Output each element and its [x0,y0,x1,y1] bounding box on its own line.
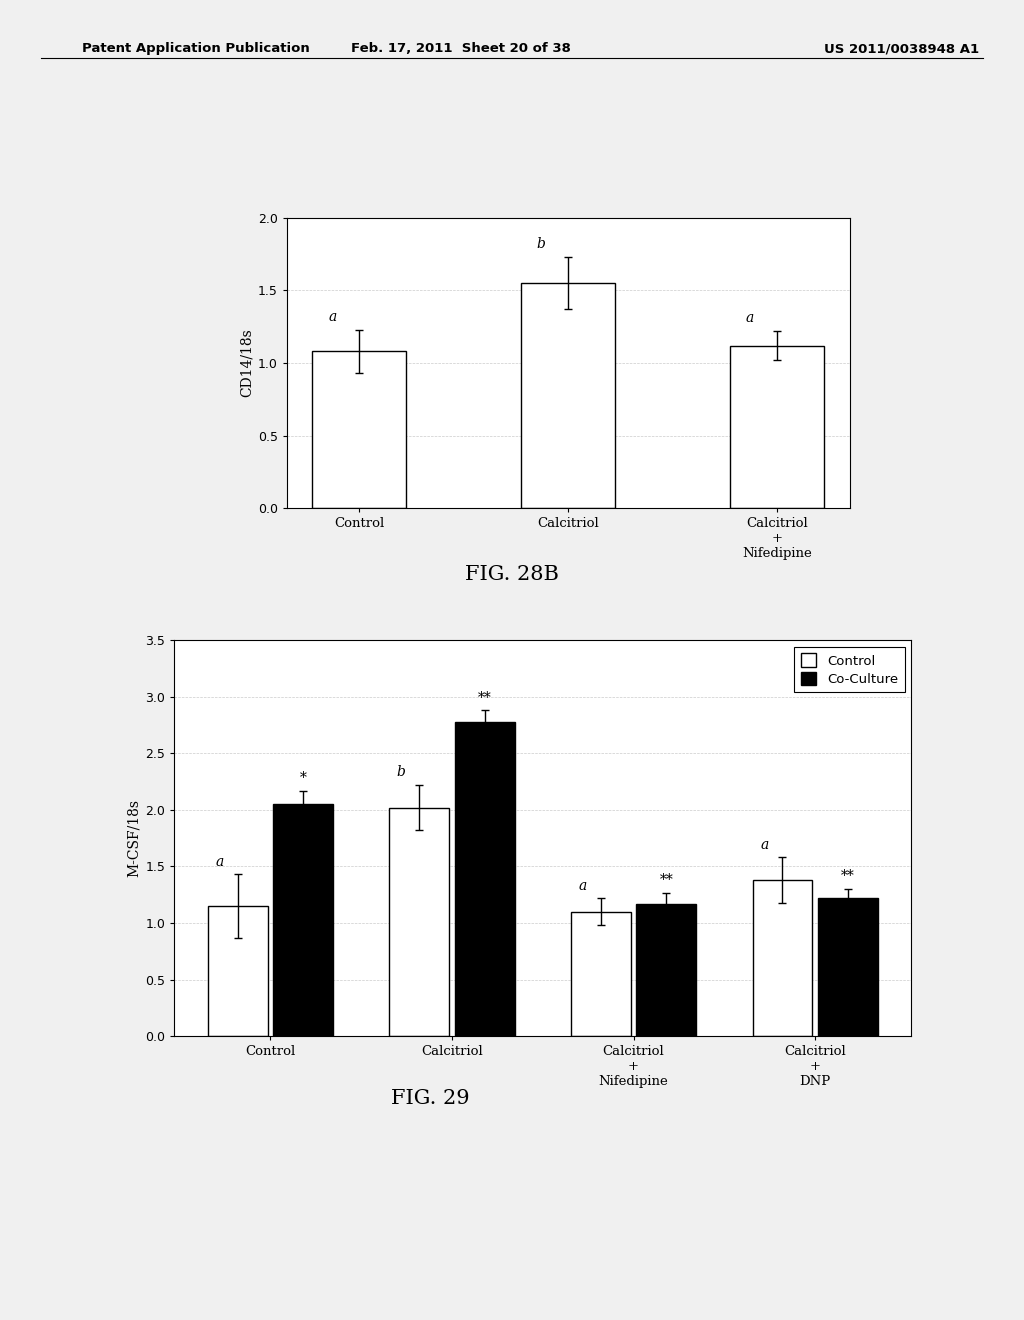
Text: **: ** [841,870,855,883]
Text: a: a [579,879,587,892]
Text: a: a [215,855,223,869]
Bar [753,880,812,1036]
Text: b: b [396,766,406,779]
Bar [521,282,615,508]
Text: US 2011/0038948 A1: US 2011/0038948 A1 [823,42,979,55]
Bar [570,912,631,1036]
Bar [730,346,824,508]
Y-axis label: CD14/18s: CD14/18s [240,329,254,397]
Bar [208,906,267,1036]
Text: Patent Application Publication: Patent Application Publication [82,42,309,55]
Text: b: b [537,238,546,251]
Text: **: ** [659,873,673,887]
Text: FIG. 28B: FIG. 28B [465,565,559,583]
Bar [273,804,333,1036]
Text: Feb. 17, 2011  Sheet 20 of 38: Feb. 17, 2011 Sheet 20 of 38 [351,42,570,55]
Text: FIG. 29: FIG. 29 [391,1089,469,1107]
Bar [636,904,696,1036]
Text: **: ** [478,690,492,705]
Text: a: a [760,838,768,851]
Text: a: a [328,310,336,323]
Text: *: * [299,771,306,785]
Bar [455,722,515,1036]
Bar [818,898,878,1036]
Bar [312,351,407,508]
Legend: Control, Co-Culture: Control, Co-Culture [794,647,905,693]
Text: a: a [746,312,755,325]
Y-axis label: M-CSF/18s: M-CSF/18s [127,799,141,878]
Bar [389,808,450,1036]
